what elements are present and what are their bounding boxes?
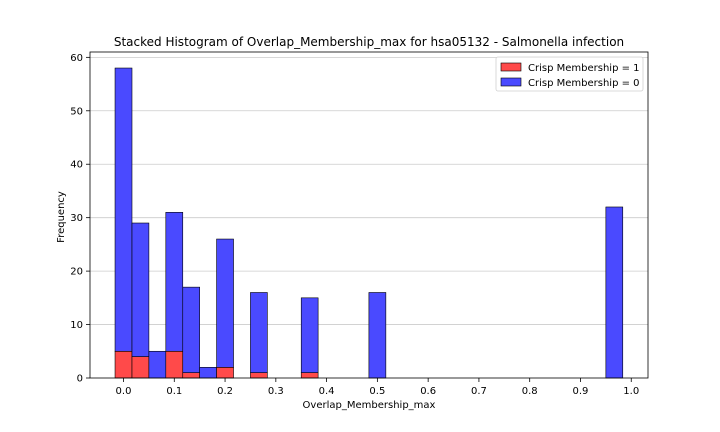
legend-box xyxy=(495,56,644,92)
bar-crisp-0 xyxy=(605,206,624,379)
x-tick-label: 0.6 xyxy=(420,386,436,397)
bar-crisp-0 xyxy=(131,222,150,357)
y-tick-label: 30 xyxy=(70,213,83,224)
bar-crisp-0 xyxy=(199,367,217,379)
x-axis: 0.0 0.1 0.2 0.3 0.4 0.5 0.6 0.7 0.8 0.9 1.0 xyxy=(116,378,639,397)
y-axis: 0 10 20 30 40 50 60 xyxy=(70,53,90,385)
x-tick-label: 1.0 xyxy=(623,386,639,397)
y-tick-label: 20 xyxy=(70,267,83,278)
x-tick-label: 0.0 xyxy=(116,386,132,397)
bar-crisp-0 xyxy=(182,286,200,373)
bar-crisp-1 xyxy=(300,372,319,379)
x-tick-label: 0.5 xyxy=(369,386,385,397)
x-tick-label: 0.7 xyxy=(471,386,487,397)
bars-layer xyxy=(114,67,624,379)
bar-crisp-1 xyxy=(182,372,200,379)
legend-label: Crisp Membership = 1 xyxy=(528,63,640,74)
bar-crisp-0 xyxy=(148,350,167,379)
x-tick-label: 0.1 xyxy=(166,386,182,397)
x-tick-label: 0.2 xyxy=(217,386,233,397)
y-tick-label: 0 xyxy=(77,374,83,385)
legend: Crisp Membership = 1 Crisp Membership = 0 xyxy=(495,56,644,92)
x-tick-label: 0.8 xyxy=(522,386,538,397)
bar-crisp-0 xyxy=(250,292,268,373)
y-tick-label: 60 xyxy=(70,53,83,64)
y-tick-label: 40 xyxy=(70,160,83,171)
bar-crisp-0 xyxy=(114,67,133,352)
bar-crisp-1 xyxy=(250,372,268,379)
y-tick-label: 10 xyxy=(70,320,83,331)
bar-crisp-0 xyxy=(368,292,387,379)
legend-swatch xyxy=(500,62,522,72)
chart-title: Stacked Histogram of Overlap_Membership_… xyxy=(114,35,624,49)
x-tick-label: 0.3 xyxy=(268,386,284,397)
bar-crisp-1 xyxy=(216,367,234,379)
x-tick-label: 0.9 xyxy=(573,386,589,397)
y-tick-label: 50 xyxy=(70,106,83,117)
bar-crisp-1 xyxy=(165,350,184,379)
legend-swatch xyxy=(500,77,522,87)
bar-crisp-0 xyxy=(216,238,234,368)
bar-crisp-1 xyxy=(131,356,150,379)
bar-crisp-0 xyxy=(300,297,319,373)
x-tick-label: 0.4 xyxy=(319,386,335,397)
y-axis-title: Frequency xyxy=(56,191,67,243)
x-axis-title: Overlap_Membership_max xyxy=(303,400,436,411)
bar-crisp-0 xyxy=(165,212,184,352)
bar-crisp-1 xyxy=(114,350,133,379)
legend-label: Crisp Membership = 0 xyxy=(528,78,640,89)
plot-frame xyxy=(89,51,649,379)
